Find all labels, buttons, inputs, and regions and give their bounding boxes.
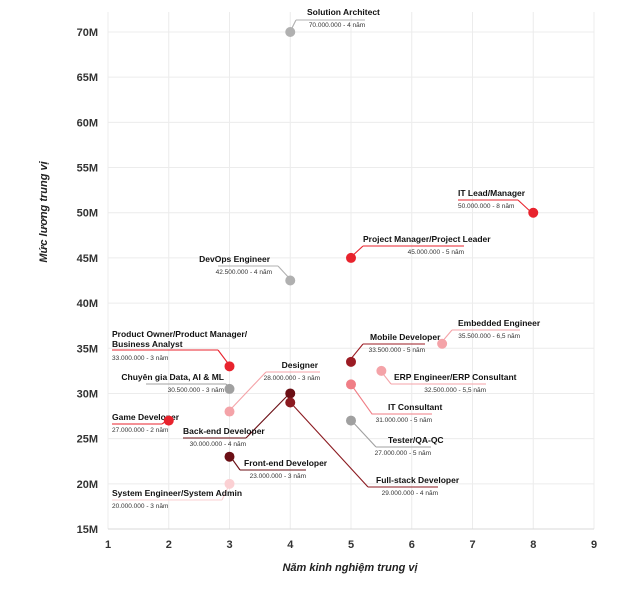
point-sublabel-full-stack-developer: 29.000.000 - 4 năm [382, 490, 438, 497]
point-sublabel-chuyen-gia-data-ai-ml: 30.500.000 - 3 năm [168, 387, 224, 394]
x-tick-label: 8 [530, 539, 536, 551]
point-label-tester-qa-qc: Tester/QA-QC [388, 435, 444, 445]
point-sublabel-devops-engineer: 42.500.000 - 4 năm [216, 269, 272, 276]
callout-leader-full-stack-developer [289, 401, 369, 488]
point-marker-back-end-developer [285, 388, 296, 399]
point-sublabel-system-engineer-system-admin: 20.000.000 - 3 năm [112, 503, 168, 510]
point-label-designer: Designer [282, 360, 319, 370]
y-tick-label: 25M [77, 434, 98, 446]
point-marker-product-owner-product-manager-business-analyst [224, 361, 235, 372]
point-sublabel-solution-architect: 70.000.000 - 4 năm [309, 22, 365, 29]
point-label-product-owner-product-manager-business-analyst: Product Owner/Product Manager/Business A… [112, 329, 248, 349]
x-tick-label: 7 [469, 539, 475, 551]
point-marker-front-end-developer [224, 451, 235, 462]
y-tick-label: 35M [77, 343, 98, 355]
point-label-embedded-engineer: Embedded Engineer [458, 318, 541, 328]
point-marker-it-lead-manager [528, 207, 539, 218]
callout-layer: Solution Architect 70.000.000 - 4 năm IT L… [112, 7, 541, 510]
point-marker-full-stack-developer [285, 397, 296, 408]
point-sublabel-game-developer: 27.000.000 - 2 năm [112, 427, 168, 434]
y-tick-label: 55M [77, 163, 98, 175]
x-tick-label: 3 [226, 539, 232, 551]
point-layer [163, 27, 539, 489]
callout-leader-it-consultant [349, 382, 386, 415]
x-tick-label: 4 [287, 539, 294, 551]
x-tick-label: 5 [348, 539, 354, 551]
point-marker-designer [224, 406, 235, 417]
x-axis-title: Năm kinh nghiệm trung vị [282, 562, 418, 574]
y-tick-label: 30M [77, 388, 98, 400]
point-sublabel-mobile-developer: 33.500.000 - 5 năm [369, 347, 425, 354]
point-marker-embedded-engineer [437, 338, 448, 349]
tick-labels: 1 2 3 4 5 6 7 8 9 15M 20M 25M 30M 35M 40M 45M 50M 55M 60M 6… [77, 27, 597, 551]
point-sublabel-designer: 28.000.000 - 3 năm [264, 375, 320, 382]
point-marker-project-manager-project-leader [346, 252, 356, 263]
point-label-it-lead-manager: IT Lead/Manager [458, 188, 526, 198]
y-tick-label: 65M [77, 72, 98, 84]
point-marker-it-consultant [346, 379, 356, 390]
x-tick-label: 6 [409, 539, 415, 551]
grid-layer [107, 12, 595, 530]
point-label-project-manager-project-leader: Project Manager/Project Leader [363, 234, 491, 244]
point-sublabel-erp-engineer-erp-consultant: 32.500.000 - 5,5 năm [424, 387, 486, 394]
y-tick-label: 60M [77, 117, 98, 129]
y-tick-label: 45M [77, 253, 98, 265]
point-label-erp-engineer-erp-consultant: ERP Engineer/ERP Consultant [394, 372, 517, 382]
y-axis-title: Mức lương trung vị [38, 160, 50, 262]
x-tick-label: 2 [166, 539, 172, 551]
point-sublabel-embedded-engineer: 35.500.000 - 6,5 năm [458, 333, 520, 340]
point-label-mobile-developer: Mobile Developer [370, 332, 441, 342]
point-sublabel-it-lead-manager: 50.000.000 - 8 năm [458, 203, 514, 210]
point-sublabel-product-owner-product-manager-business-analyst: 33.000.000 - 3 năm [112, 355, 168, 362]
point-label-it-consultant: IT Consultant [388, 402, 442, 412]
point-marker-solution-architect [285, 27, 296, 37]
y-tick-label: 40M [77, 298, 98, 310]
point-sublabel-project-manager-project-leader: 45.000.000 - 5 năm [408, 249, 464, 256]
point-marker-game-developer [163, 415, 174, 426]
y-tick-label: 70M [77, 27, 98, 39]
point-sublabel-front-end-developer: 23.000.000 - 3 năm [250, 473, 306, 480]
point-label-game-developer: Game Developer [112, 412, 180, 422]
callout-leader-designer [229, 371, 267, 411]
point-label-front-end-developer: Front-end Developer [244, 458, 328, 468]
y-tick-label: 15M [77, 524, 98, 536]
point-sublabel-it-consultant: 31.000.000 - 5 năm [376, 417, 432, 424]
point-marker-mobile-developer [346, 356, 356, 367]
point-marker-tester-qa-qc [346, 415, 356, 426]
point-label-devops-engineer: DevOps Engineer [199, 254, 271, 264]
point-label-solution-architect: Solution Architect [307, 7, 380, 17]
x-tick-label: 1 [105, 539, 111, 551]
point-sublabel-back-end-developer: 30.000.000 - 4 năm [190, 441, 246, 448]
point-sublabel-tester-qa-qc: 27.000.000 - 5 năm [375, 450, 431, 457]
point-marker-system-engineer-system-admin [224, 478, 235, 489]
y-tick-label: 20M [77, 479, 98, 491]
y-tick-label: 50M [77, 208, 98, 220]
callout-leader-back-end-developer [245, 392, 291, 439]
x-tick-label: 9 [591, 539, 597, 551]
point-label-full-stack-developer: Full-stack Developer [376, 475, 460, 485]
point-label-chuyen-gia-data-ai-ml: Chuyên gia Data, AI & ML [121, 372, 224, 382]
point-marker-chuyen-gia-data-ai-ml [224, 383, 235, 394]
point-label-back-end-developer: Back-end Developer [183, 426, 265, 436]
point-marker-erp-engineer-erp-consultant [376, 365, 387, 376]
point-marker-devops-engineer [285, 275, 296, 286]
point-label-system-engineer-system-admin: System Engineer/System Admin [112, 488, 242, 498]
